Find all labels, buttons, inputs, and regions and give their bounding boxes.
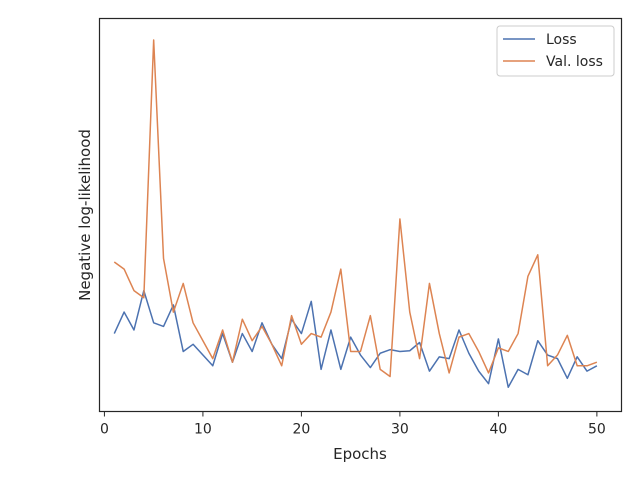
x-tick-label: 0	[100, 422, 109, 438]
legend-label-loss: Loss	[546, 32, 577, 48]
legend: Loss Val. loss	[496, 25, 615, 77]
x-axis-label: Epochs	[333, 445, 387, 463]
x-tick-label: 20	[292, 422, 310, 438]
plot-frame	[98, 17, 623, 413]
y-axis-label: Negative log-likelihood	[76, 129, 94, 301]
x-tick-label: 50	[588, 422, 606, 438]
legend-label-val-loss: Val. loss	[546, 54, 603, 70]
x-tick-label: 10	[194, 422, 212, 438]
series-line-loss	[113, 289, 598, 389]
series-line-val-loss	[113, 39, 598, 378]
x-tick-label: 30	[391, 422, 409, 438]
x-tick-label: 40	[489, 422, 507, 438]
